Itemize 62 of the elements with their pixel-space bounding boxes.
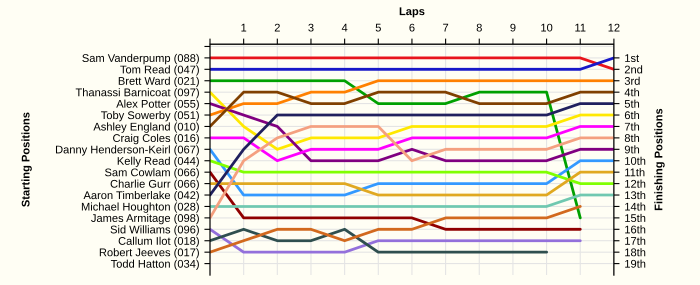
category-label: Thanassi Barnicoat (097): [76, 88, 199, 98]
y2-tick-label: 15th: [625, 214, 646, 222]
y2-tick-label: 13th: [625, 191, 646, 200]
category-label: Michael Houghton (028): [82, 202, 199, 213]
y2-tick-label: 12th: [625, 180, 646, 188]
y2-tick-label: 19th: [625, 260, 646, 268]
y2-tick-label: 8th: [624, 134, 640, 142]
category-label: Tom Read (047): [120, 65, 199, 76]
y2-tick-label: 16th: [625, 225, 646, 234]
y2-tick-label: 7th: [624, 122, 640, 131]
category-label: Robert Jeeves (017): [100, 248, 199, 258]
category-label: Aaron Timberlake (042): [84, 191, 199, 202]
category-label: Sam Vanderpump (088): [82, 54, 199, 64]
category-label: Alex Potter (055): [116, 100, 199, 110]
x-tick-label: 12: [608, 24, 620, 32]
x-tick-label: 4: [342, 24, 348, 32]
line-series: [210, 102, 614, 196]
line-series: [210, 90, 614, 151]
category-label: Sam Cowlam (066): [105, 168, 199, 178]
x-tick-label: 8: [476, 24, 482, 32]
y2-tick-label: 5th: [624, 100, 640, 108]
x-tick-label: 2: [274, 24, 280, 32]
y2-tick-label: 11th: [625, 168, 644, 176]
y2-tick-label: 10th: [625, 156, 646, 165]
y2-tick-label: 9th: [624, 145, 640, 154]
x-tick-label: 1: [241, 24, 246, 32]
y2-tick-label: 6th: [624, 111, 640, 120]
y2-tick-label: 4th: [624, 88, 640, 96]
category-label: Charlie Gurr (066): [110, 180, 199, 190]
category-label: Toby Sowerby (051): [101, 111, 199, 122]
category-label: Danny Henderson-Keirl (067): [56, 145, 199, 156]
x-tick-label: 7: [443, 24, 448, 32]
x-axis-title: Laps: [400, 7, 424, 18]
y2-tick-label: 14th: [625, 202, 646, 211]
text: Starting Positions: [21, 112, 32, 207]
category-label: James Armitage (098): [91, 214, 199, 224]
line-series: [210, 79, 614, 116]
x-tick-label: 3: [308, 24, 314, 32]
category-label: Kelly Read (044): [118, 156, 199, 168]
category-label: Brett Ward (021): [118, 76, 199, 88]
y2-axis-title: Finishing Positions: [654, 108, 665, 210]
y2-tick-label: 2nd: [624, 65, 642, 74]
x-tick-label: 11: [575, 24, 586, 32]
category-label: Sid Williams (096): [110, 225, 199, 236]
category-label: Ashley England (010): [93, 122, 199, 133]
category-label: Todd Hatton (034): [110, 260, 199, 270]
category-label: Craig Coles (016): [113, 134, 199, 144]
line-series: [210, 125, 614, 162]
line-series: [210, 102, 614, 162]
line-series: [210, 79, 582, 220]
x-tick-label: 5: [376, 24, 381, 32]
line-series: [210, 148, 614, 196]
category-label: Callum Ilot (018): [118, 236, 199, 248]
y2-tick-label: 1st: [625, 54, 640, 62]
x-tick-label: 10: [541, 24, 552, 32]
y2-tick-label: 18th: [625, 248, 646, 256]
line-series: [210, 125, 614, 220]
y2-tick-label: 17th: [625, 236, 646, 245]
x-tick-label: 6: [409, 24, 415, 32]
line-series: [210, 205, 582, 254]
y2-tick-label: 3rd: [624, 76, 640, 85]
x-tick-label: 9: [510, 24, 516, 32]
